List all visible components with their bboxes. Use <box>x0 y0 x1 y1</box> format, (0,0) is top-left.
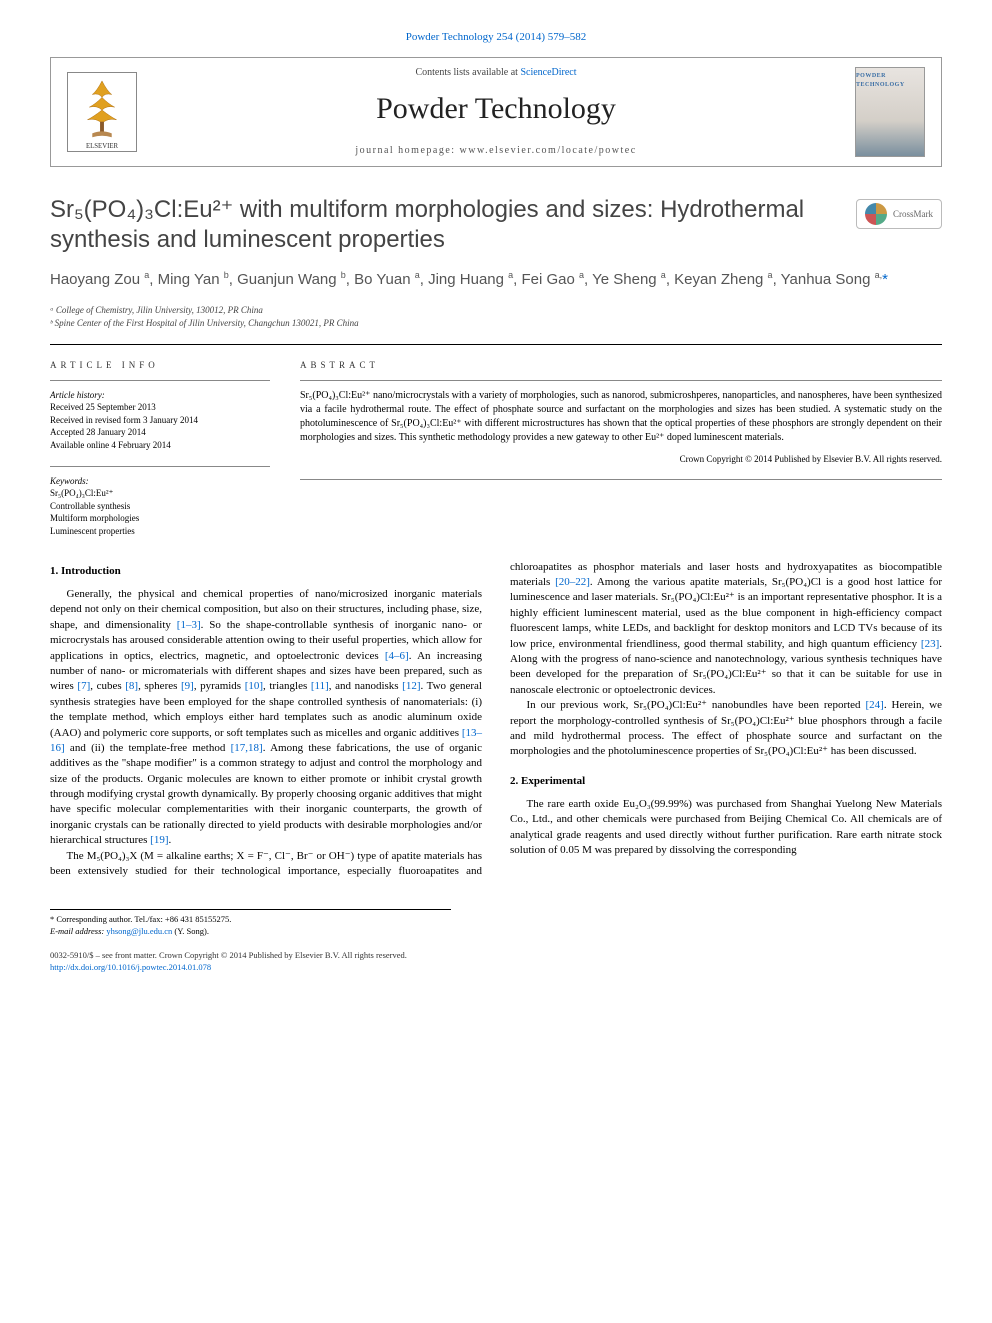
article-title: Sr₅(PO₄)₃Cl:Eu²⁺ with multiform morpholo… <box>50 195 942 255</box>
homepage-url: www.elsevier.com/locate/powtec <box>460 145 637 156</box>
ref-11[interactable]: [11] <box>311 680 329 692</box>
info-divider-2 <box>50 466 270 467</box>
intro-text-6: , pyramids <box>194 680 245 692</box>
issn-line: 0032-5910/$ – see front matter. Crown Co… <box>50 950 942 962</box>
intro-text-12: . <box>169 834 172 846</box>
abstract-divider-bottom <box>300 479 942 480</box>
keyword-3: Multiform morphologies <box>50 512 270 525</box>
svg-text:ELSEVIER: ELSEVIER <box>86 143 119 150</box>
col2-text-4: In our previous work, Sr₅(PO₄)Cl:Eu²⁺ na… <box>527 699 866 711</box>
elsevier-logo: ELSEVIER <box>67 72 137 152</box>
divider-top <box>50 344 942 345</box>
intro-text-7: , triangles <box>263 680 311 692</box>
intro-paragraph-1: Generally, the physical and chemical pro… <box>50 587 482 849</box>
sciencedirect-link[interactable]: ScienceDirect <box>520 67 576 78</box>
history-accepted: Accepted 28 January 2014 <box>50 426 270 439</box>
abstract-copyright: Crown Copyright © 2014 Published by Else… <box>300 453 942 466</box>
info-divider-1 <box>50 380 270 381</box>
ref-10[interactable]: [10] <box>245 680 263 692</box>
authors-text: Haoyang Zou a, Ming Yan b, Guanjun Wang … <box>50 271 882 288</box>
affiliations: ᵃ College of Chemistry, Jilin University… <box>50 304 942 330</box>
ref-7[interactable]: [7] <box>77 680 90 692</box>
email-link[interactable]: yhsong@jlu.edu.cn <box>106 926 172 936</box>
contents-prefix: Contents lists available at <box>415 67 520 78</box>
email-who: (Y. Song). <box>172 926 209 936</box>
intro-text-10: and (ii) the template-free method <box>65 742 231 754</box>
history-label: Article history: <box>50 389 270 402</box>
history-received: Received 25 September 2013 <box>50 401 270 414</box>
doi-link[interactable]: http://dx.doi.org/10.1016/j.powtec.2014.… <box>50 962 211 972</box>
footer: * Corresponding author. Tel./fax: +86 43… <box>50 903 942 974</box>
col2-paragraph-2: In our previous work, Sr₅(PO₄)Cl:Eu²⁺ na… <box>510 698 942 760</box>
article-info-column: ARTICLE INFO Article history: Received 2… <box>50 359 270 538</box>
journal-cover-label: POWDER TECHNOLOGY <box>856 72 920 89</box>
ref-8[interactable]: [8] <box>125 680 138 692</box>
info-abstract-row: ARTICLE INFO Article history: Received 2… <box>50 359 942 538</box>
ref-24[interactable]: [24] <box>866 699 884 711</box>
article-info-label: ARTICLE INFO <box>50 359 270 372</box>
experimental-paragraph-1: The rare earth oxide Eu₂O₃(99.99%) was p… <box>510 797 942 859</box>
top-citation: Powder Technology 254 (2014) 579–582 <box>50 30 942 45</box>
footnote-block: * Corresponding author. Tel./fax: +86 43… <box>50 909 451 938</box>
ref-19[interactable]: [19] <box>150 834 168 846</box>
ref-12[interactable]: [12] <box>402 680 420 692</box>
keyword-1: Sr₅(PO₄)₃Cl:Eu²⁺ <box>50 487 270 500</box>
journal-cover: POWDER TECHNOLOGY <box>855 67 925 157</box>
keywords-label: Keywords: <box>50 475 270 488</box>
email-label: E-mail address: <box>50 926 106 936</box>
journal-header: ELSEVIER Contents lists available at Sci… <box>50 57 942 167</box>
ref-20-22[interactable]: [20–22] <box>555 576 590 588</box>
corresponding-mark[interactable]: * <box>882 271 888 288</box>
intro-text-4: , cubes <box>90 680 125 692</box>
corr-email-line: E-mail address: yhsong@jlu.edu.cn (Y. So… <box>50 926 451 938</box>
intro-heading: 1. Introduction <box>50 564 482 579</box>
intro-text-5: , spheres <box>138 680 181 692</box>
crossmark-label: CrossMark <box>893 208 933 221</box>
corr-phone: * Corresponding author. Tel./fax: +86 43… <box>50 914 451 926</box>
journal-title: Powder Technology <box>137 88 855 130</box>
ref-23[interactable]: [23] <box>921 638 939 650</box>
abstract-label: ABSTRACT <box>300 359 942 372</box>
keyword-4: Luminescent properties <box>50 525 270 538</box>
homepage-prefix: journal homepage: <box>355 145 459 156</box>
top-citation-link[interactable]: Powder Technology 254 (2014) 579–582 <box>406 31 587 43</box>
ref-1-3[interactable]: [1–3] <box>177 619 201 631</box>
affiliation-a: ᵃ College of Chemistry, Jilin University… <box>50 304 942 317</box>
intro-text-11: . Among these fabrications, the use of o… <box>50 742 482 846</box>
abstract-column: ABSTRACT Sr₅(PO₄)₃Cl:Eu²⁺ nano/microcrys… <box>300 359 942 538</box>
crossmark-icon <box>865 203 887 225</box>
ref-9[interactable]: [9] <box>181 680 194 692</box>
body-columns: 1. Introduction Generally, the physical … <box>50 560 942 880</box>
ref-17-18[interactable]: [17,18] <box>231 742 263 754</box>
crossmark-badge[interactable]: CrossMark <box>856 199 942 229</box>
journal-homepage: journal homepage: www.elsevier.com/locat… <box>137 144 855 158</box>
abstract-text: Sr₅(PO₄)₃Cl:Eu²⁺ nano/microcrystals with… <box>300 389 942 445</box>
corresponding-note: * Corresponding author. Tel./fax: +86 43… <box>50 914 451 938</box>
abstract-divider <box>300 380 942 381</box>
keyword-2: Controllable synthesis <box>50 500 270 513</box>
experimental-heading: 2. Experimental <box>510 774 942 789</box>
ref-4-6[interactable]: [4–6] <box>385 650 409 662</box>
keywords-block: Keywords: Sr₅(PO₄)₃Cl:Eu²⁺ Controllable … <box>50 475 270 538</box>
intro-text-8: , and nanodisks <box>329 680 402 692</box>
authors-list: Haoyang Zou a, Ming Yan b, Guanjun Wang … <box>50 269 942 292</box>
contents-line: Contents lists available at ScienceDirec… <box>137 66 855 80</box>
history-block: Article history: Received 25 September 2… <box>50 389 270 452</box>
footer-copyright-block: 0032-5910/$ – see front matter. Crown Co… <box>50 950 942 974</box>
history-revised: Received in revised form 3 January 2014 <box>50 414 270 427</box>
elsevier-tree-icon: ELSEVIER <box>68 73 136 151</box>
header-center: Contents lists available at ScienceDirec… <box>137 66 855 158</box>
history-online: Available online 4 February 2014 <box>50 439 270 452</box>
affiliation-b: ᵇ Spine Center of the First Hospital of … <box>50 317 942 330</box>
